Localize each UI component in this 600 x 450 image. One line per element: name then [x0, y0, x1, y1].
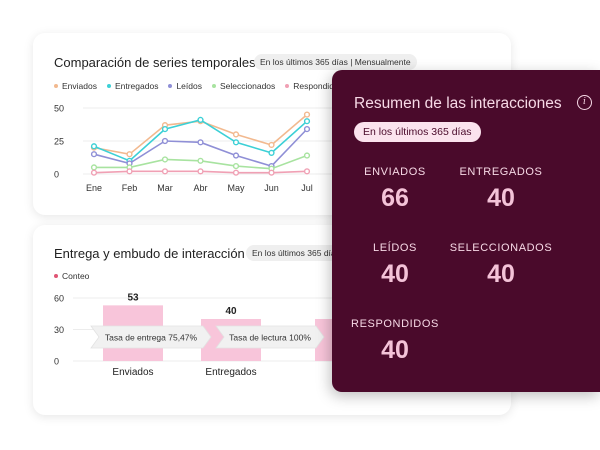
data-point	[268, 141, 275, 149]
x-tick-label: Jul	[301, 183, 313, 193]
stat-label: SELECCIONADOS	[449, 242, 553, 254]
legend-item[interactable]: Entregados	[106, 81, 159, 91]
legend-item[interactable]: Seleccionados	[211, 81, 276, 91]
data-point	[303, 118, 311, 125]
summary-period-pill[interactable]: En los últimos 365 días	[354, 122, 481, 142]
data-point	[303, 168, 311, 175]
legend-label: Enviados	[62, 81, 97, 91]
legend-label: Respondidos	[293, 81, 343, 91]
stat-label: LEÍDOS	[373, 242, 417, 254]
y-tick-label: 60	[54, 294, 64, 304]
data-point	[303, 152, 311, 159]
x-tick-label: May	[227, 183, 245, 193]
legend-dot	[168, 84, 173, 88]
stat-enviados: ENVIADOS 66	[335, 166, 455, 213]
stat-value: 66	[381, 184, 409, 212]
x-tick-label: Feb	[122, 183, 138, 193]
y-tick-label: 30	[54, 325, 64, 335]
stat-seleccionados: SELECCIONADOS 40	[441, 242, 561, 289]
funnel-title: Entrega y embudo de interacción	[54, 246, 245, 261]
stat-label: RESPONDIDOS	[351, 318, 439, 330]
y-tick-label: 50	[54, 104, 64, 114]
data-point	[232, 139, 240, 146]
funnel-filter-pill[interactable]: En los últimos 365 días	[246, 245, 346, 261]
x-tick-label: Jun	[264, 183, 279, 193]
stat-respondidos: RESPONDIDOS 40	[335, 318, 455, 365]
data-point	[126, 168, 133, 175]
legend-item[interactable]: Respondidos	[285, 81, 343, 91]
data-point	[90, 143, 98, 150]
data-point	[303, 126, 311, 133]
legend-dot	[54, 274, 58, 278]
timeseries-legend: Enviados Entregados Leídos Seleccionados Res…	[54, 81, 343, 91]
info-icon[interactable]: i	[577, 95, 592, 110]
data-point	[268, 169, 275, 176]
summary-panel: Resumen de las interacciones i En los úl…	[332, 70, 600, 392]
stat-leidos: LEÍDOS 40	[335, 242, 455, 289]
legend-item[interactable]: Enviados	[54, 81, 97, 91]
data-point	[197, 168, 204, 175]
data-point	[197, 157, 204, 164]
data-point	[90, 164, 98, 171]
legend-label: Entregados	[114, 81, 159, 91]
legend-label: Conteo	[62, 271, 90, 281]
data-point	[161, 168, 169, 175]
data-point	[197, 139, 204, 146]
data-point	[232, 152, 240, 159]
stat-label: ENTREGADOS	[459, 166, 543, 178]
stat-entregados: ENTREGADOS 40	[441, 166, 561, 213]
stat-value: 40	[381, 336, 409, 364]
bar-value-label: 40	[225, 306, 237, 317]
data-point	[197, 116, 204, 123]
timeseries-chart: 0 25 50 Ene Feb Mar Abr May Jun Jul	[54, 104, 333, 193]
stat-value: 40	[487, 184, 515, 212]
funnel-chart: 0 30 60 53 Enviados 40 Entregados Tasa de entre…	[54, 292, 333, 378]
data-point	[303, 111, 311, 118]
bar-category-label: Enviados	[112, 367, 153, 378]
data-point	[232, 169, 240, 176]
x-tick-label: Mar	[157, 183, 173, 193]
legend-dot	[211, 84, 216, 88]
timeseries-title: Comparación de series temporales	[54, 55, 256, 70]
y-tick-label: 25	[54, 137, 64, 147]
data-point	[161, 137, 169, 145]
data-point	[232, 162, 240, 170]
conversion-arrow	[215, 325, 325, 349]
bar	[315, 319, 333, 361]
legend-label: Seleccionados	[219, 81, 276, 91]
conversion-label: Tasa de lectura 100%	[229, 333, 311, 343]
stat-value: 40	[487, 260, 515, 288]
summary-title: Resumen de las interacciones	[354, 95, 562, 112]
x-tick-label: Ene	[86, 183, 102, 193]
conversion-label: Tasa de entrega 75,47%	[105, 333, 198, 343]
data-point	[90, 151, 98, 158]
timeseries-filter-pill[interactable]: En los últimos 365 días | Mensualmente	[254, 54, 417, 70]
data-point	[126, 151, 133, 158]
bar-category-label: Entregados	[205, 367, 256, 378]
bar-value-label: 53	[127, 292, 139, 303]
legend-label: Leídos	[176, 81, 202, 91]
data-point	[268, 149, 275, 156]
funnel-legend: Conteo	[54, 271, 89, 281]
stat-value: 40	[381, 260, 409, 288]
legend-item[interactable]: Leídos	[168, 81, 202, 91]
data-point	[161, 126, 169, 133]
stat-label: ENVIADOS	[364, 166, 426, 178]
x-tick-label: Abr	[193, 183, 207, 193]
legend-item-conteo: Conteo	[54, 271, 89, 281]
conversion-arrow	[90, 325, 212, 349]
data-point	[90, 169, 98, 176]
data-point	[161, 156, 169, 163]
y-tick-label: 0	[54, 170, 59, 180]
legend-dot	[106, 84, 111, 88]
y-tick-label: 0	[54, 357, 59, 367]
legend-dot	[285, 84, 290, 88]
legend-dot	[54, 84, 58, 88]
data-point	[232, 131, 240, 138]
